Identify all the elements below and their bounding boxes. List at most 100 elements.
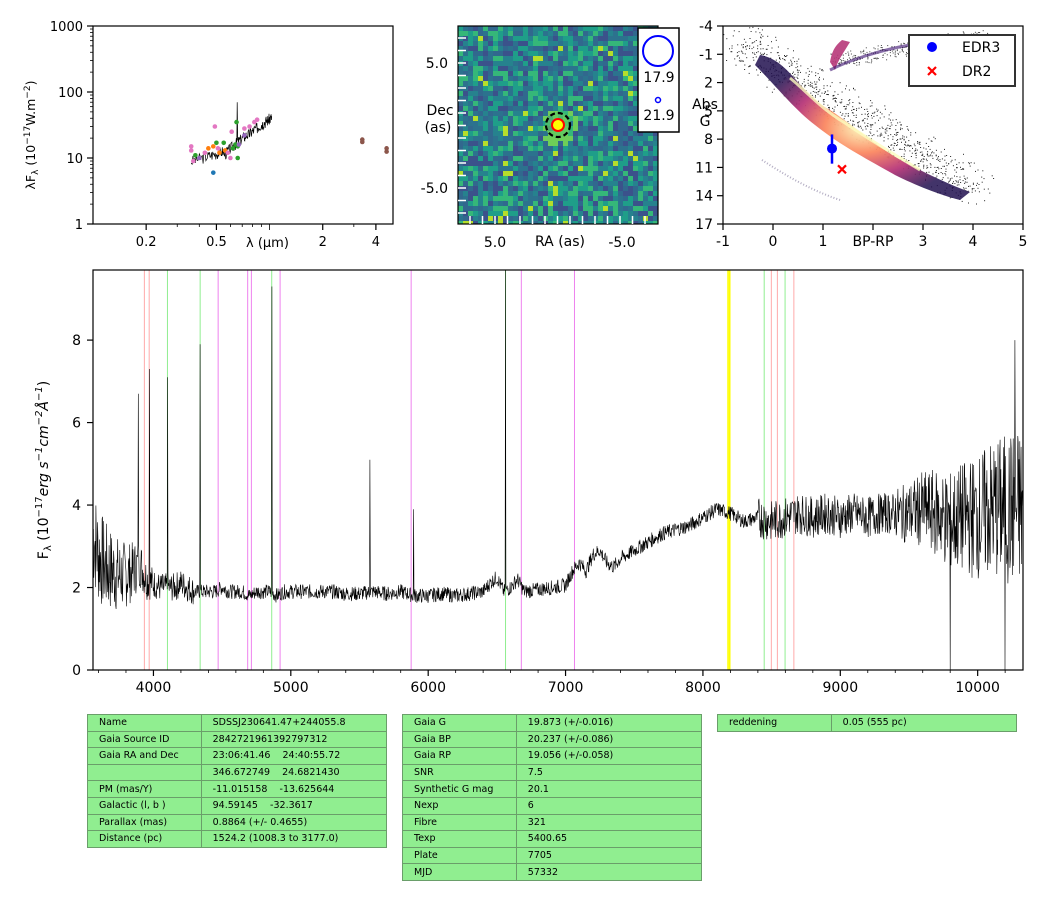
image-pixel xyxy=(583,41,588,46)
image-pixel xyxy=(608,171,613,176)
hrd-giant-star xyxy=(855,55,857,56)
hrd-field-star xyxy=(896,144,898,146)
image-pixel xyxy=(613,31,618,36)
image-pixel xyxy=(623,221,628,224)
image-pixel xyxy=(633,86,638,91)
hrd-xtick-label: 5 xyxy=(1019,234,1028,250)
hrd-field-star xyxy=(815,72,817,74)
image-pixel xyxy=(518,126,523,131)
image-pixel xyxy=(458,106,463,111)
image-pixel xyxy=(543,41,548,46)
image-pixel xyxy=(468,126,473,131)
image-pixel xyxy=(618,86,623,91)
image-pixel xyxy=(538,141,543,146)
hrd-field-star xyxy=(871,112,873,114)
hrd-field-star xyxy=(871,135,873,137)
image-pixel xyxy=(498,211,503,216)
hrd-field-star xyxy=(797,78,799,79)
hrd-field-star xyxy=(949,179,951,181)
hrd-field-star xyxy=(738,51,740,53)
image-pixel xyxy=(603,141,608,146)
image-pixel xyxy=(613,181,618,186)
image-pixel xyxy=(548,186,553,191)
image-pixel xyxy=(618,96,623,101)
image-pixel xyxy=(643,166,648,171)
image-pixel xyxy=(648,216,653,221)
hrd-field-star xyxy=(790,64,792,66)
hrd-field-star xyxy=(791,64,793,66)
image-pixel xyxy=(523,116,528,121)
image-pixel xyxy=(493,151,498,156)
image-pixel xyxy=(563,61,568,66)
hrd-giant-star xyxy=(873,57,875,59)
image-pixel xyxy=(603,156,608,161)
hrd-field-star xyxy=(899,138,901,140)
sed-photometry-point xyxy=(384,146,389,151)
hrd-field-star xyxy=(726,38,728,40)
image-pixel xyxy=(503,26,508,31)
image-pixel xyxy=(493,71,498,76)
image-pixel xyxy=(493,146,498,151)
image-pixel xyxy=(503,206,508,211)
image-pixel xyxy=(493,31,498,36)
hrd-field-star xyxy=(938,156,939,158)
table-key-cell: Parallax (mas) xyxy=(87,813,202,832)
hrd-field-star xyxy=(790,61,792,63)
image-pixel xyxy=(518,116,523,121)
image-pixel xyxy=(473,61,478,66)
hrd-field-star xyxy=(971,189,973,191)
image-pixel xyxy=(568,181,573,186)
hrd-field-star xyxy=(762,53,764,55)
hrd-field-star xyxy=(852,125,854,127)
image-ytick-bottom: -5.0 xyxy=(421,181,448,197)
image-pixel xyxy=(598,31,603,36)
hrd-ytick-label: -1 xyxy=(699,47,713,63)
image-pixel xyxy=(513,66,518,71)
hrd-field-star xyxy=(753,46,755,48)
image-pixel xyxy=(598,156,603,161)
image-pixel xyxy=(533,26,538,31)
image-pixel xyxy=(638,196,643,201)
image-pixel xyxy=(523,96,528,101)
image-pixel xyxy=(553,211,558,216)
hrd-field-star xyxy=(912,147,913,149)
mag-bright-label: 17.9 xyxy=(643,70,674,86)
hrd-field-star xyxy=(834,106,836,108)
hrd-field-star xyxy=(804,84,806,86)
hrd-field-star xyxy=(823,99,825,100)
hrd-field-star xyxy=(962,168,964,169)
image-pixel xyxy=(543,101,548,106)
hrd-field-star xyxy=(759,43,761,45)
image-pixel xyxy=(563,146,568,151)
image-pixel xyxy=(573,66,578,71)
image-pixel xyxy=(588,36,593,41)
hrd-giant-star xyxy=(853,62,854,64)
image-pixel xyxy=(498,71,503,76)
hrd-field-star xyxy=(852,106,854,108)
image-pixel xyxy=(603,26,608,31)
image-pixel xyxy=(528,96,533,101)
image-pixel xyxy=(588,86,593,91)
hrd-field-star xyxy=(911,152,913,154)
image-pixel xyxy=(458,31,463,36)
image-pixel xyxy=(493,156,498,161)
image-pixel xyxy=(628,56,633,61)
image-pixel xyxy=(608,141,613,146)
image-pixel xyxy=(488,66,493,71)
hrd-field-star xyxy=(789,65,791,67)
image-pixel xyxy=(598,111,603,116)
image-pixel xyxy=(493,56,498,61)
hrd-field-star xyxy=(808,84,810,86)
image-pixel xyxy=(613,186,618,191)
image-pixel xyxy=(613,96,618,101)
hrd-field-star xyxy=(818,91,820,92)
hrd-field-star xyxy=(842,113,844,115)
hrd-field-star xyxy=(849,99,851,100)
image-pixel xyxy=(578,61,583,66)
image-pixel xyxy=(528,106,533,111)
image-pixel xyxy=(628,171,633,176)
image-pixel xyxy=(518,111,523,116)
image-pixel xyxy=(628,31,633,36)
hrd-field-star xyxy=(744,64,746,66)
image-pixel xyxy=(503,126,508,131)
